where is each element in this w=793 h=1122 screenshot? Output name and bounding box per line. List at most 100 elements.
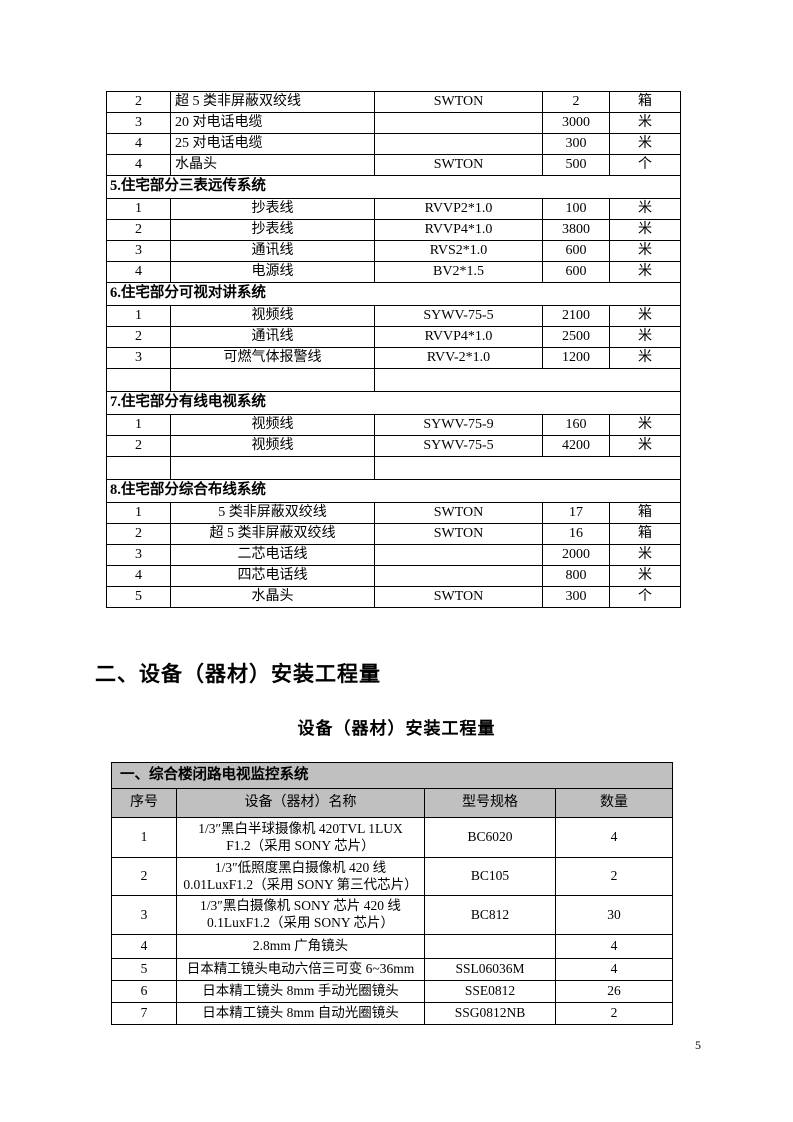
- cell-qty: 300: [542, 133, 610, 155]
- cell-no: 4: [106, 565, 171, 587]
- cell-no: 2: [106, 326, 171, 348]
- cell-name: 25 对电话电缆: [170, 133, 375, 155]
- cell-name: 20 对电话电缆: [170, 112, 375, 134]
- cell-unit: 个: [609, 586, 681, 608]
- table-row: 4 四芯电话线 800 米: [106, 565, 681, 587]
- cell-qty: 1200: [542, 347, 610, 369]
- table-row: 1 1/3″黑白半球摄像机 420TVL 1LUX F1.2（采用 SONY 芯片…: [111, 817, 673, 858]
- cell-no: 3: [111, 895, 177, 935]
- cell-unit: 米: [609, 240, 681, 262]
- cell-model: RVV-2*1.0: [374, 347, 543, 369]
- cell-unit: 米: [609, 414, 681, 436]
- cell-qty: 3800: [542, 219, 610, 241]
- cell-qty: 4: [555, 934, 673, 959]
- cell-qty: 300: [542, 586, 610, 608]
- cell-no: 3: [106, 240, 171, 262]
- section-header-label: 6.住宅部分可视对讲系统: [106, 282, 681, 306]
- cell-model: [374, 112, 543, 134]
- cell-no: 3: [106, 544, 171, 566]
- cell-no: 6: [111, 980, 177, 1003]
- cell-qty: 100: [542, 198, 610, 220]
- cell-name: 抄表线: [170, 219, 375, 241]
- cell-qty: 4200: [542, 435, 610, 457]
- col-header-quantity: 数量: [555, 788, 673, 818]
- cell-name: 电源线: [170, 261, 375, 283]
- table-row: 3 可燃气体报警线 RVV-2*1.0 1200 米: [106, 347, 681, 369]
- cell-no: 1: [106, 414, 171, 436]
- cell-unit: 箱: [609, 91, 681, 113]
- cell-qty: 2: [555, 1002, 673, 1025]
- cell-no: 2: [106, 523, 171, 545]
- cell-model: SYWV-75-5: [374, 435, 543, 457]
- cell-unit: 米: [609, 435, 681, 457]
- cell-qty: 2000: [542, 544, 610, 566]
- cell-qty: 600: [542, 261, 610, 283]
- cell-name: 1/3″黑白半球摄像机 420TVL 1LUX F1.2（采用 SONY 芯片）: [176, 817, 425, 858]
- cell-unit: 米: [609, 261, 681, 283]
- section-header-row: 7.住宅部分有线电视系统: [106, 391, 681, 415]
- empty-row: [106, 368, 681, 392]
- section-heading: 二、设备（器材）安装工程量: [95, 662, 381, 686]
- cell-name: 水晶头: [170, 586, 375, 608]
- cell-no: 1: [106, 502, 171, 524]
- cell-no: 2: [106, 91, 171, 113]
- col-header-name: 设备（器材）名称: [176, 788, 425, 818]
- empty-cell: [374, 368, 681, 392]
- section-header-row: 5.住宅部分三表远传系统: [106, 175, 681, 199]
- cell-qty: 30: [555, 895, 673, 935]
- table-row: 2 通讯线 RVVP4*1.0 2500 米: [106, 326, 681, 348]
- cell-unit: 箱: [609, 523, 681, 545]
- cell-name: 二芯电话线: [170, 544, 375, 566]
- cell-qty: 500: [542, 154, 610, 176]
- table-row: 3 1/3″黑白摄像机 SONY 芯片 420 线 0.1LuxF1.2（采用 S…: [111, 895, 673, 935]
- cell-name: 抄表线: [170, 198, 375, 220]
- cell-model: RVVP2*1.0: [374, 198, 543, 220]
- cell-qty: 2: [555, 857, 673, 896]
- cell-model: SYWV-75-5: [374, 305, 543, 327]
- cell-name: 通讯线: [170, 326, 375, 348]
- cell-qty: 4: [555, 817, 673, 858]
- cell-name: 可燃气体报警线: [170, 347, 375, 369]
- cell-no: 2: [111, 857, 177, 896]
- table-row: 2 抄表线 RVVP4*1.0 3800 米: [106, 219, 681, 241]
- cell-name: 视频线: [170, 414, 375, 436]
- cell-qty: 4: [555, 958, 673, 981]
- cell-model: SSE0812: [424, 980, 556, 1003]
- cell-qty: 2500: [542, 326, 610, 348]
- table-row: 4 25 对电话电缆 300 米: [106, 133, 681, 155]
- cell-no: 1: [106, 305, 171, 327]
- table-row: 4 水晶头 SWTON 500 个: [106, 154, 681, 176]
- table-row: 2 1/3″低照度黑白摄像机 420 线 0.01LuxF1.2（采用 SONY …: [111, 857, 673, 896]
- cell-name: 日本精工镜头 8mm 自动光圈镜头: [176, 1002, 425, 1025]
- cell-name: 1/3″低照度黑白摄像机 420 线 0.01LuxF1.2（采用 SONY 第…: [176, 857, 425, 896]
- cell-name: 视频线: [170, 305, 375, 327]
- cell-name: 四芯电话线: [170, 565, 375, 587]
- cell-qty: 16: [542, 523, 610, 545]
- section-header-label: 5.住宅部分三表远传系统: [106, 175, 681, 199]
- page-number: 5: [695, 1038, 701, 1052]
- table-row: 3 二芯电话线 2000 米: [106, 544, 681, 566]
- section-header-label: 7.住宅部分有线电视系统: [106, 391, 681, 415]
- cell-model: [374, 133, 543, 155]
- cell-model: SWTON: [374, 91, 543, 113]
- cell-no: 3: [106, 347, 171, 369]
- cell-unit: 箱: [609, 502, 681, 524]
- cell-unit: 米: [609, 544, 681, 566]
- table-row: 2 视频线 SYWV-75-5 4200 米: [106, 435, 681, 457]
- cell-name: 1/3″黑白摄像机 SONY 芯片 420 线 0.1LuxF1.2（采用 SO…: [176, 895, 425, 935]
- cell-no: 2: [106, 219, 171, 241]
- table-row: 4 2.8mm 广角镜头 4: [111, 934, 673, 959]
- cell-name: 水晶头: [170, 154, 375, 176]
- cell-name: 日本精工镜头 8mm 手动光圈镜头: [176, 980, 425, 1003]
- cell-qty: 2100: [542, 305, 610, 327]
- cell-no: 4: [106, 133, 171, 155]
- cell-model: [424, 934, 556, 959]
- cell-model: BV2*1.5: [374, 261, 543, 283]
- table-row: 4 电源线 BV2*1.5 600 米: [106, 261, 681, 283]
- cell-no: 5: [106, 586, 171, 608]
- cell-name: 5 类非屏蔽双绞线: [170, 502, 375, 524]
- cell-model: [374, 565, 543, 587]
